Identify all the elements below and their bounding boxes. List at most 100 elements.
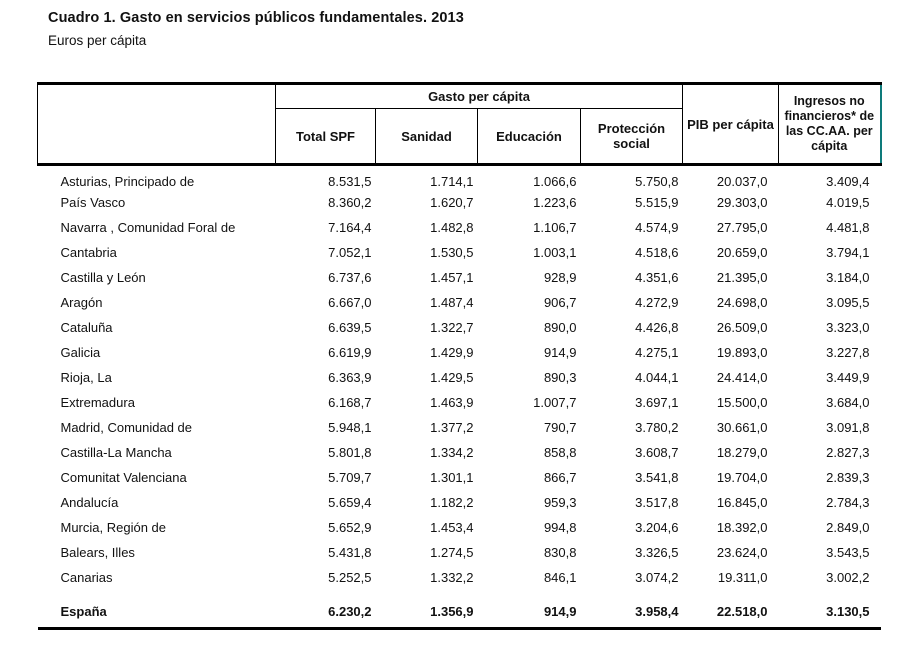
value-cell-sanidad: 1.429,5: [430, 369, 474, 385]
value-cell-ingresos: 3.091,8: [826, 419, 870, 435]
value-cell-educacion: 790,7: [543, 419, 577, 435]
value-cell-educacion: 858,8: [543, 444, 577, 460]
region-name-cell: Madrid, Comunidad de: [60, 419, 193, 435]
value-cell-proteccion-social: 4.272,9: [635, 294, 679, 310]
value-cell-sanidad: 1.334,2: [430, 444, 474, 460]
value-cell-total-spf: 5.948,1: [328, 419, 372, 435]
value-cell-proteccion-social: 4.518,6: [635, 244, 679, 260]
value-cell-pib: 21.395,0: [716, 269, 768, 285]
value-cell-pib: 26.509,0: [716, 319, 768, 335]
region-name-cell: Castilla-La Mancha: [60, 444, 172, 460]
value-cell-proteccion-social: 4.351,6: [635, 269, 679, 285]
value-cell-total-spf: 5.659,4: [328, 494, 372, 510]
value-cell-sanidad: 1.322,7: [430, 319, 474, 335]
table-row: Cataluña 6.639,5 1.322,7 890,0 4.426,8 2…: [38, 315, 881, 340]
value-cell-ingresos: 4.481,8: [826, 219, 870, 235]
value-cell-total-spf: 5.652,9: [328, 519, 372, 535]
value-cell-pib: 20.659,0: [716, 244, 768, 260]
value-cell-educacion: 890,0: [543, 319, 577, 335]
region-name-cell: Comunitat Valenciana: [60, 469, 187, 485]
value-cell-pib: 19.704,0: [716, 469, 768, 485]
value-cell-pib: 20.037,0: [716, 173, 768, 189]
value-cell-sanidad: 1.457,1: [430, 269, 474, 285]
value-cell-ingresos: 4.019,5: [826, 194, 870, 210]
value-cell-total-spf: 6.639,5: [328, 319, 372, 335]
value-cell-proteccion-social: 4.044,1: [635, 369, 679, 385]
value-cell-total-spf: 5.801,8: [328, 444, 372, 460]
value-cell-educacion: 906,7: [543, 294, 577, 310]
column-header-educacion: Educación: [477, 108, 581, 166]
table-row: Castilla y León 6.737,6 1.457,1 928,9 4.…: [38, 265, 881, 290]
region-name-cell: Canarias: [60, 569, 113, 585]
value-cell-ingresos: 2.784,3: [826, 494, 870, 510]
value-cell-sanidad: 1.620,7: [430, 194, 474, 210]
value-cell-pib: 19.311,0: [717, 569, 768, 585]
total-value-pib: 22.518,0: [682, 589, 779, 630]
value-cell-educacion: 928,9: [543, 269, 577, 285]
value-cell-ingresos: 3.002,2: [826, 569, 870, 585]
value-cell-proteccion-social: 3.608,7: [635, 444, 679, 460]
total-row-label: España: [37, 589, 276, 630]
region-name-cell: Aragón: [60, 294, 103, 310]
region-name-cell: Extremadura: [60, 394, 135, 410]
value-cell-educacion: 1.003,1: [533, 244, 577, 260]
value-cell-total-spf: 8.360,2: [328, 194, 372, 210]
region-name-cell: Castilla y León: [60, 269, 146, 285]
value-cell-ingresos: 3.095,5: [826, 294, 870, 310]
table-subtitle: Euros per cápita: [48, 33, 147, 48]
table-row: Galicia 6.619,9 1.429,9 914,9 4.275,1 19…: [38, 340, 881, 365]
value-cell-sanidad: 1.332,2: [430, 569, 474, 585]
value-cell-pib: 29.303,0: [716, 194, 768, 210]
table-row: Rioja, La 6.363,9 1.429,5 890,3 4.044,1 …: [38, 365, 881, 390]
column-header-total-spf: Total SPF: [275, 108, 376, 166]
value-cell-sanidad: 1.377,2: [430, 419, 474, 435]
table-header: Gasto per cápita PIB per cápita Ingresos…: [37, 82, 882, 166]
total-value-total-spf: 6.230,2: [275, 589, 376, 630]
total-value-educacion: 914,9: [477, 589, 581, 630]
group-header-gasto-per-capita: Gasto per cápita: [275, 82, 683, 109]
data-table: Gasto per cápita PIB per cápita Ingresos…: [37, 82, 882, 630]
total-row: España 6.230,2 1.356,9 914,9 3.958,4 22.…: [37, 589, 881, 630]
value-cell-sanidad: 1.429,9: [430, 344, 474, 360]
value-cell-ingresos: 3.227,8: [826, 344, 870, 360]
region-name-cell: Galicia: [60, 344, 101, 360]
value-cell-ingresos: 2.827,3: [826, 444, 870, 460]
value-cell-educacion: 1.066,6: [533, 173, 577, 189]
value-cell-sanidad: 1.301,1: [430, 469, 474, 485]
value-cell-proteccion-social: 4.426,8: [635, 319, 679, 335]
column-header-sanidad: Sanidad: [375, 108, 478, 166]
value-cell-pib: 27.795,0: [716, 219, 768, 235]
total-value-proteccion-social: 3.958,4: [580, 589, 683, 630]
value-cell-sanidad: 1.453,4: [430, 519, 474, 535]
region-name-cell: Cataluña: [60, 319, 113, 335]
table-row: Extremadura 6.168,7 1.463,9 1.007,7 3.69…: [38, 390, 881, 415]
value-cell-total-spf: 7.164,4: [328, 219, 372, 235]
value-cell-ingresos: 3.684,0: [826, 394, 870, 410]
table-row: Andalucía 5.659,4 1.182,2 959,3 3.517,8 …: [38, 490, 881, 515]
value-cell-ingresos: 3.323,0: [826, 319, 870, 335]
table-title: Cuadro 1. Gasto en servicios públicos fu…: [48, 10, 464, 26]
value-cell-pib: 18.392,0: [716, 519, 768, 535]
value-cell-pib: 24.414,0: [716, 369, 768, 385]
header-group-row: Gasto per cápita PIB per cápita Ingresos…: [37, 82, 882, 166]
table-row: Balears, Illes 5.431,8 1.274,5 830,8 3.3…: [38, 540, 881, 565]
value-cell-total-spf: 5.252,5: [328, 569, 372, 585]
table-row: Asturias, Principado de 8.531,5 1.714,1 …: [38, 165, 881, 190]
value-cell-total-spf: 6.619,9: [328, 344, 372, 360]
value-cell-proteccion-social: 3.541,8: [635, 469, 679, 485]
region-name-cell: Navarra , Comunidad Foral de: [60, 219, 236, 235]
value-cell-ingresos: 3.409,4: [826, 173, 870, 189]
table-row: Castilla-La Mancha 5.801,8 1.334,2 858,8…: [38, 440, 881, 465]
table-row: Cantabria 7.052,1 1.530,5 1.003,1 4.518,…: [38, 240, 881, 265]
value-cell-proteccion-social: 3.517,8: [635, 494, 679, 510]
table-row: País Vasco 8.360,2 1.620,7 1.223,6 5.515…: [38, 190, 881, 215]
value-cell-educacion: 1.223,6: [533, 194, 577, 210]
region-name-cell: Rioja, La: [60, 369, 112, 385]
value-cell-total-spf: 5.431,8: [328, 544, 372, 560]
value-cell-pib: 30.661,0: [716, 419, 768, 435]
value-cell-ingresos: 2.839,3: [826, 469, 870, 485]
value-cell-sanidad: 1.482,8: [430, 219, 474, 235]
value-cell-sanidad: 1.274,5: [430, 544, 474, 560]
value-cell-educacion: 994,8: [543, 519, 577, 535]
value-cell-proteccion-social: 3.326,5: [635, 544, 679, 560]
